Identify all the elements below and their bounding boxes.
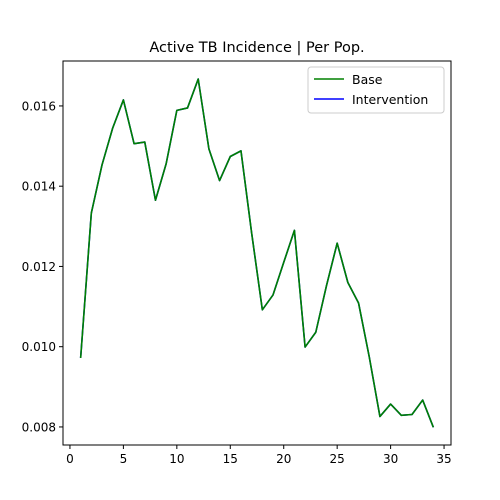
y-tick-label: 0.016: [22, 99, 56, 113]
y-tick-label: 0.012: [22, 260, 56, 274]
y-axis: 0.008 0.010 0.012 0.014 0.016: [22, 99, 63, 434]
x-tick-label: 30: [383, 452, 398, 466]
legend-label-base: Base: [352, 72, 383, 87]
series-line-intervention: [79, 78, 435, 428]
x-tick-label: 0: [66, 452, 74, 466]
x-tick-label: 10: [169, 452, 184, 466]
y-tick-label: 0.008: [22, 420, 56, 434]
x-tick-label: 15: [223, 452, 238, 466]
x-tick-label: 25: [330, 452, 345, 466]
legend-label-intervention: Intervention: [352, 92, 428, 107]
x-tick-label: 5: [120, 452, 128, 466]
x-tick-label: 35: [436, 452, 451, 466]
x-axis: 0 5 10 15 20 25 30 35: [66, 445, 452, 466]
y-tick-label: 0.010: [22, 340, 56, 354]
series-layer: [79, 78, 435, 428]
chart-title: Active TB Incidence | Per Pop.: [149, 40, 364, 56]
plot-frame: [62, 60, 452, 446]
series-line-base: [79, 78, 435, 428]
x-tick-label: 20: [276, 452, 291, 466]
legend: Base Intervention: [307, 66, 445, 114]
y-tick-label: 0.014: [22, 180, 56, 194]
